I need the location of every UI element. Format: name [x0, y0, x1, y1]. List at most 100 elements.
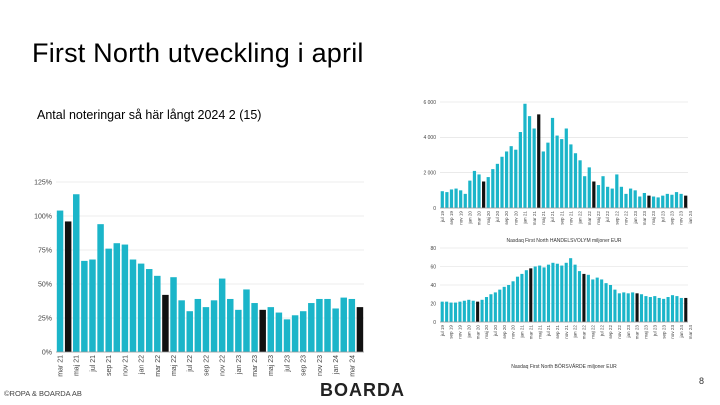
bar	[577, 271, 582, 322]
bar	[449, 302, 453, 322]
x-tick-label: nov 20	[513, 211, 518, 225]
y-tick-label: 4 000	[423, 135, 436, 141]
boarda-logo: BOARDA	[320, 380, 405, 400]
bar	[453, 302, 458, 322]
bar	[291, 315, 299, 352]
x-tick-label: mar 21	[532, 211, 537, 226]
x-tick-label: mar 23	[252, 355, 259, 377]
x-tick-label: jan 23	[633, 211, 638, 225]
bar	[624, 193, 628, 208]
y-tick-label: 0	[433, 320, 436, 326]
bar	[601, 176, 605, 208]
x-tick-label: sep 19	[449, 325, 454, 339]
bar	[454, 188, 458, 208]
x-tick-label: jan 20	[466, 325, 471, 339]
x-tick-label: jul 23	[284, 355, 291, 373]
x-tick-label: jan 23	[626, 325, 631, 339]
x-tick-label: nov 21	[122, 355, 129, 376]
bar	[560, 265, 564, 322]
y-tick-label: 20	[430, 301, 436, 307]
bar	[170, 277, 177, 352]
bar	[538, 265, 542, 322]
x-tick-label: nov 23	[670, 325, 675, 339]
x-tick-label: nov 22	[617, 325, 622, 339]
bar	[500, 156, 504, 208]
x-tick-label: jan 24	[688, 211, 692, 225]
bar	[550, 117, 555, 208]
bar	[459, 190, 463, 208]
bar	[591, 279, 595, 322]
x-tick-label: nov 19	[458, 325, 463, 339]
bar	[308, 303, 315, 352]
bar	[121, 244, 129, 352]
x-tick-label: jul 20	[493, 325, 498, 337]
bar	[64, 221, 72, 352]
bar	[162, 294, 169, 352]
x-tick-label: mar 21	[528, 325, 533, 340]
x-tick-label: mar 22	[582, 325, 587, 340]
x-tick-label: maj 21	[74, 355, 81, 376]
bar	[626, 293, 630, 322]
slide-title: First North utveckling i april	[32, 38, 364, 68]
x-tick-label: maj 23	[644, 325, 649, 339]
bar	[524, 270, 528, 322]
y-tick-label: 60	[430, 264, 436, 270]
bar	[56, 210, 64, 352]
bar	[622, 292, 626, 322]
listings-percentage-chart: 0% 25% 50% 75% 100% 125% mar 21 maj 21 jul 21 sep…	[20, 172, 370, 390]
x-tick-label: mar 20	[477, 211, 482, 226]
bar	[546, 264, 551, 322]
bar	[684, 297, 688, 322]
bar	[514, 149, 518, 208]
bar	[129, 259, 137, 352]
x-tick-label: nov 22	[220, 355, 227, 376]
x-tick-label: jul 21	[90, 355, 97, 373]
x-tick-label: nov 23	[317, 355, 324, 376]
bar	[467, 299, 471, 322]
bar	[449, 189, 454, 208]
bar	[679, 297, 683, 322]
x-tick-label: sep 23	[301, 355, 308, 376]
x-tick-label: jan 21	[520, 325, 525, 339]
bar	[569, 258, 573, 322]
x-tick-label: mar 24	[349, 355, 356, 377]
x-tick-label: sep 21	[559, 211, 564, 225]
bar	[145, 269, 153, 352]
bar	[541, 151, 545, 208]
x-tick-label: nov 23	[679, 211, 684, 225]
bar	[489, 294, 493, 322]
bar	[633, 190, 637, 208]
page-number: 8	[698, 376, 704, 386]
bar	[564, 262, 568, 322]
bar	[653, 296, 657, 322]
bar	[495, 163, 500, 208]
chart-subtitle: Antal noteringar så här långt 2024 2 (15…	[37, 108, 262, 122]
y-tick-label: 125%	[34, 179, 52, 186]
bar	[267, 307, 275, 352]
bar	[628, 188, 633, 208]
bar	[648, 297, 652, 322]
bar	[324, 298, 331, 352]
bar	[639, 294, 644, 322]
bar	[356, 307, 364, 352]
y-tick-label: 0	[433, 206, 436, 212]
bar	[651, 196, 656, 208]
bar	[218, 278, 226, 352]
bar	[507, 285, 511, 322]
trading-volume-chart: 0 2 000 4 000 6 000 jul 19 sep 19 nov 19 jan 20…	[420, 96, 702, 244]
x-tick-label: jan 23	[236, 355, 243, 375]
bar	[569, 144, 573, 208]
y-tick-label: 6 000	[423, 100, 436, 106]
bar	[486, 177, 490, 208]
bar	[476, 301, 480, 322]
x-tick-label: nov 21	[568, 211, 573, 225]
bar	[606, 186, 610, 208]
bar	[635, 293, 639, 322]
bar	[498, 289, 502, 322]
bar	[491, 169, 495, 208]
y-tick-label: 75%	[38, 247, 52, 254]
x-tick-label: maj 20	[486, 211, 491, 225]
bar	[462, 300, 466, 322]
bar	[73, 194, 80, 352]
bar	[537, 114, 541, 208]
